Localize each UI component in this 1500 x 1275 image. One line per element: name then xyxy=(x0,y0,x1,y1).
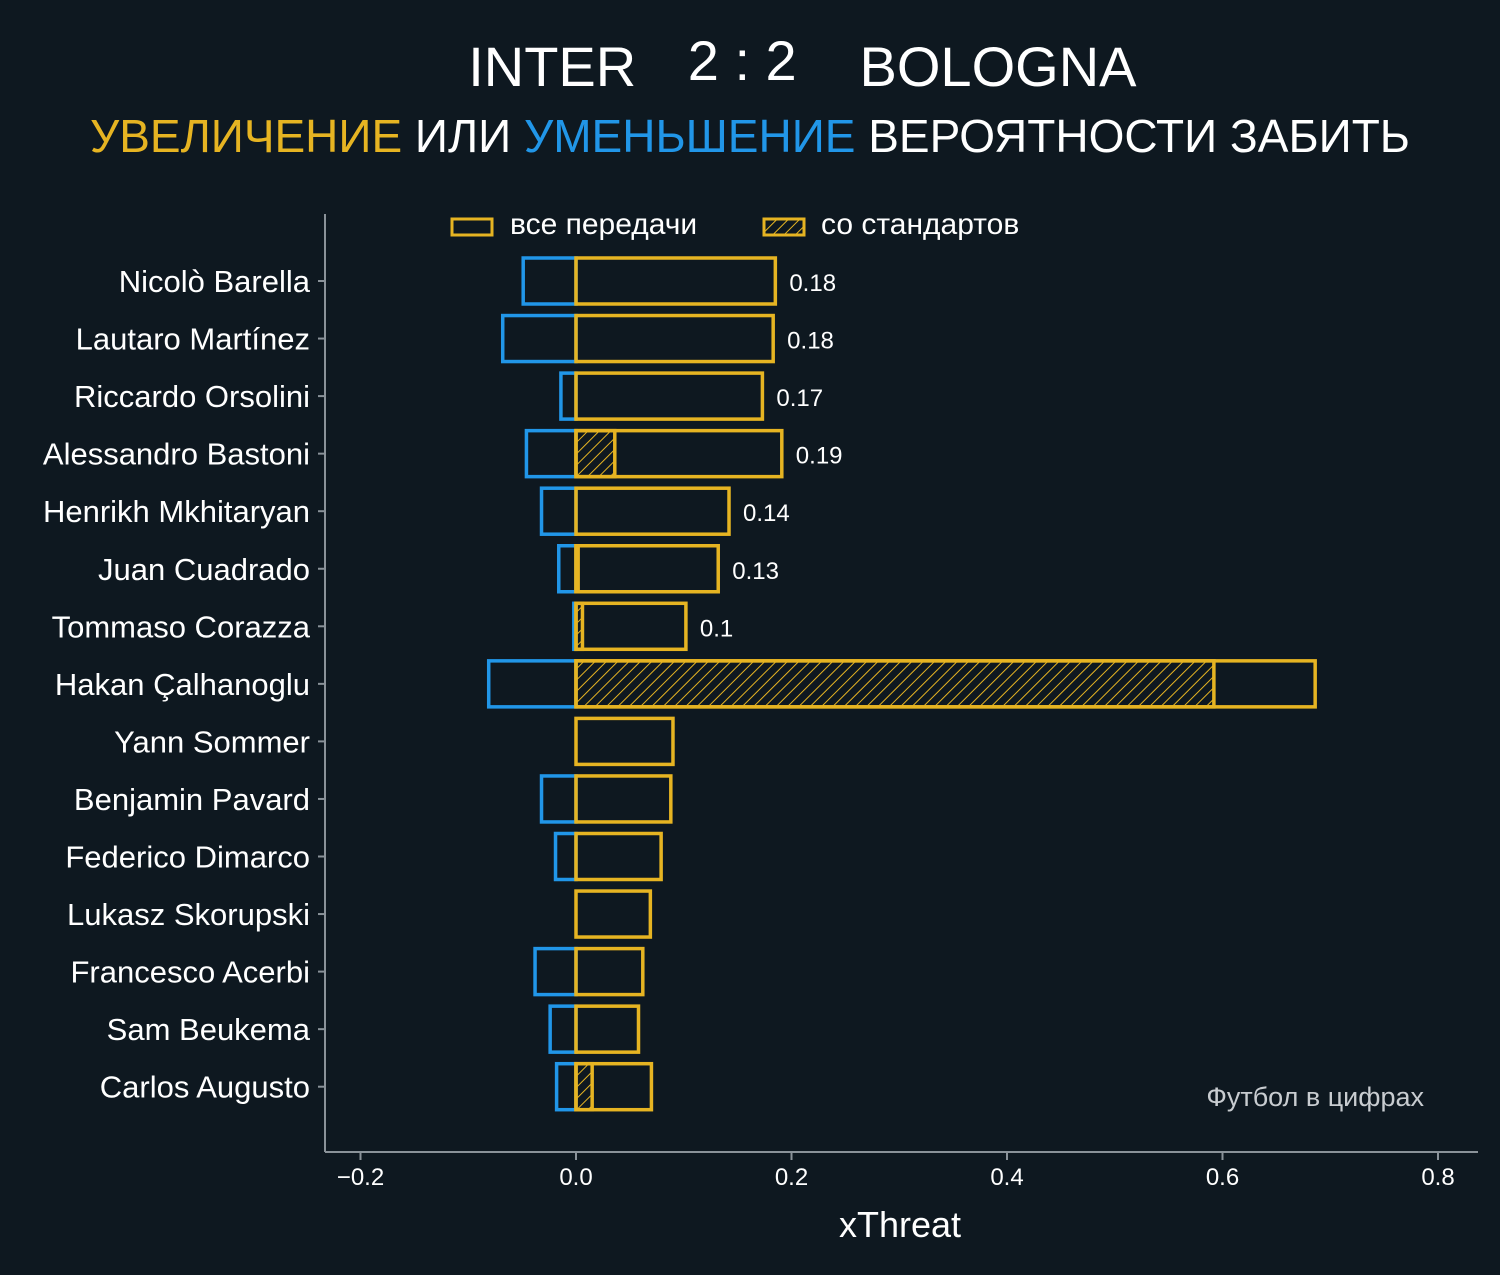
player-label: Federico Dimarco xyxy=(65,840,310,875)
score: 2 : 2 xyxy=(688,29,797,92)
legend-label-all-passes: все передачи xyxy=(510,208,697,241)
x-axis-label: xThreat xyxy=(839,1204,961,1245)
y-ticks: Nicolò Barella Lautaro Martínez Riccardo O… xyxy=(43,264,325,1105)
bar-all-passes xyxy=(574,946,645,997)
player-label: Francesco Acerbi xyxy=(71,955,311,990)
player-label: Benjamin Pavard xyxy=(74,782,310,817)
subtitle-part: УМЕНЬШЕНИЕ xyxy=(524,110,855,162)
x-tick-label: 0.4 xyxy=(990,1164,1023,1191)
bars xyxy=(486,256,1317,1112)
bar-all-passes xyxy=(574,428,784,479)
bar-all-passes xyxy=(574,889,653,939)
bar-all-passes xyxy=(574,659,1317,709)
player-label: Tommaso Corazza xyxy=(52,609,311,644)
bar-negative xyxy=(557,544,578,594)
bar-negative xyxy=(548,1004,578,1054)
value-label: 0.19 xyxy=(796,443,843,470)
bar-all-passes xyxy=(574,544,720,594)
bar-set-pieces xyxy=(574,428,617,479)
x-tick-label: 0.2 xyxy=(775,1164,808,1191)
player-label: Hakan Çalhanoglu xyxy=(55,667,310,702)
player-label: Henrikh Mkhitaryan xyxy=(43,494,310,529)
value-label: 0.18 xyxy=(787,328,834,355)
player-label: Nicolò Barella xyxy=(119,264,311,299)
value-label: 0.18 xyxy=(789,270,836,297)
bar-negative xyxy=(539,774,578,824)
bar-all-passes xyxy=(574,256,778,306)
value-label: 0.14 xyxy=(743,500,790,527)
player-label: Juan Cuadrado xyxy=(98,552,310,587)
x-ticks: −0.2 0.0 0.2 0.4 0.6 0.8 xyxy=(337,1152,1455,1191)
x-tick-label: 0.8 xyxy=(1421,1164,1454,1191)
player-label: Yann Sommer xyxy=(114,724,310,759)
bar-negative xyxy=(524,428,578,479)
value-label: 0.17 xyxy=(776,385,823,412)
bar-negative xyxy=(521,256,578,306)
watermark: Футбол в цифрах xyxy=(1206,1082,1424,1112)
legend: все передачи со стандартов xyxy=(450,208,1019,241)
bar-all-passes xyxy=(574,1061,654,1112)
legend-swatch-outline xyxy=(450,217,494,237)
x-tick-label: −0.2 xyxy=(337,1164,384,1191)
value-label: 0.1 xyxy=(700,615,733,642)
bar-negative xyxy=(559,371,578,421)
x-tick-label: 0.6 xyxy=(1206,1164,1239,1191)
legend-label-set-pieces: со стандартов xyxy=(821,208,1019,241)
value-label: 0.13 xyxy=(732,558,779,585)
player-label: Alessandro Bastoni xyxy=(43,437,310,472)
bar-all-passes xyxy=(574,1004,641,1054)
bar-set-pieces xyxy=(574,659,1216,709)
player-label: Carlos Augusto xyxy=(100,1070,310,1105)
bar-negative xyxy=(500,313,578,364)
bar-all-passes xyxy=(574,831,663,882)
bar-all-passes xyxy=(574,774,673,824)
away-team: BOLOGNA xyxy=(860,35,1138,98)
player-label: Riccardo Orsolini xyxy=(74,379,310,414)
player-label: Lukasz Skorupski xyxy=(67,897,310,932)
bar-negative xyxy=(553,831,578,882)
bar-all-passes xyxy=(574,601,688,652)
bar-negative xyxy=(486,659,578,709)
match-title: INTER 2 : 2 BOLOGNA xyxy=(468,29,1137,98)
subtitle-part: ВЕРОЯТНОСТИ ЗАБИТЬ xyxy=(855,110,1410,162)
bar-negative xyxy=(533,946,578,997)
bar-all-passes xyxy=(574,371,765,421)
bar-all-passes xyxy=(574,486,731,536)
bar-negative xyxy=(539,486,578,536)
data-labels: 0.18 0.18 0.17 0.19 0.14 0.13 0.1 xyxy=(700,270,843,642)
player-label: Sam Beukema xyxy=(107,1012,311,1047)
bar-set-pieces xyxy=(574,1061,594,1112)
player-label: Lautaro Martínez xyxy=(76,322,310,357)
chart-subtitle: УВЕЛИЧЕНИЕ ИЛИ УМЕНЬШЕНИЕ ВЕРОЯТНОСТИ ЗА… xyxy=(90,110,1410,162)
legend-swatch-hatched xyxy=(762,217,806,237)
home-team: INTER xyxy=(468,35,636,98)
subtitle-part: ИЛИ xyxy=(402,110,524,162)
bar-all-passes xyxy=(574,716,675,767)
subtitle-part: УВЕЛИЧЕНИЕ xyxy=(90,110,402,162)
bar-all-passes xyxy=(574,313,775,364)
bar-negative xyxy=(554,1061,578,1112)
x-tick-label: 0.0 xyxy=(559,1164,592,1191)
